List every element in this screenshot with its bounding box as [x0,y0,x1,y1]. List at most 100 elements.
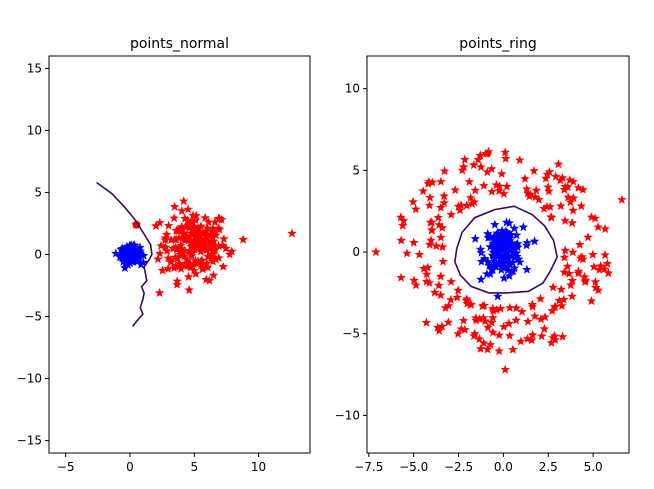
data-point [187,217,198,226]
data-point [156,240,166,250]
data-point [496,264,507,274]
data-point [470,185,480,195]
data-point [491,244,501,254]
data-point [213,252,224,262]
data-point [602,258,613,268]
data-point [544,166,555,176]
data-point [205,243,215,253]
data-point [178,233,188,243]
data-point [593,222,603,232]
data-point [426,235,436,245]
data-point [508,344,518,354]
data-point [188,229,199,239]
data-point [211,254,221,264]
data-point [495,257,505,267]
data-point [209,241,219,251]
data-point [480,253,490,263]
data-point [458,315,469,325]
data-point [470,233,480,243]
subplot-points-ring: points_ring −7.5 −5.0 −2.5 0.0 2.5 5.0 −10 −5 0 5… [335,36,630,474]
data-point [183,271,194,281]
data-point [568,247,578,257]
data-point [590,277,601,286]
data-point [211,230,221,240]
data-point [203,262,213,272]
data-point [536,331,547,341]
data-point [456,200,466,210]
data-point [483,322,493,332]
data-point [177,244,187,254]
data-point [494,181,505,191]
data-point [201,245,211,255]
data-point [446,294,456,304]
data-point [507,266,517,276]
data-point [419,263,429,273]
data-point [190,255,201,265]
x-tick-label: 5.0 [584,460,603,474]
data-point [511,303,521,313]
data-point [548,332,558,342]
data-point [579,272,590,282]
data-point [238,234,248,244]
data-point [479,180,489,190]
data-point [191,243,201,253]
data-point [197,240,207,250]
data-point [467,198,477,208]
data-point [431,241,441,251]
data-point [443,317,454,327]
data-point [177,206,187,215]
data-point [437,222,448,232]
data-point [593,285,603,295]
data-point [499,321,509,331]
data-point [530,192,540,202]
data-point [559,252,570,262]
subplot-title: points_normal [130,36,229,52]
data-point [213,213,224,223]
data-point [398,215,409,225]
data-point [567,291,577,301]
y-tick-label: −15 [17,434,42,448]
y-tick-label: −5 [24,310,42,324]
data-point [460,154,470,164]
data-point [218,240,228,250]
data-point [518,222,529,232]
data-point [490,219,500,229]
data-point [162,246,172,255]
data-point [521,240,532,250]
data-point [136,259,146,269]
data-point [436,176,446,186]
data-point [465,192,476,202]
data-point [476,162,486,172]
data-point [479,338,489,348]
data-point [513,254,523,264]
data-point [499,239,510,249]
data-point [169,213,179,223]
data-point [111,248,121,258]
y-tick-label: −10 [17,372,42,386]
data-point [174,233,184,243]
data-point [550,301,560,311]
data-point [138,257,149,267]
data-point [557,300,567,310]
y-tick-label: 10 [27,123,42,137]
data-point [443,300,454,310]
data-point [500,153,511,163]
data-point [138,250,149,260]
data-point [188,224,198,234]
data-point [568,193,579,203]
data-point [440,303,451,312]
data-point [129,251,140,261]
data-point [506,229,516,239]
data-point [560,181,570,191]
data-point [505,245,516,255]
data-point [539,203,549,213]
data-point [493,228,503,238]
data-point [485,268,495,278]
data-point [180,213,190,223]
data-point [160,242,171,252]
data-point [516,336,526,346]
data-point [534,194,544,204]
data-point [500,226,510,236]
data-point [559,294,569,304]
plot-area [371,146,627,374]
